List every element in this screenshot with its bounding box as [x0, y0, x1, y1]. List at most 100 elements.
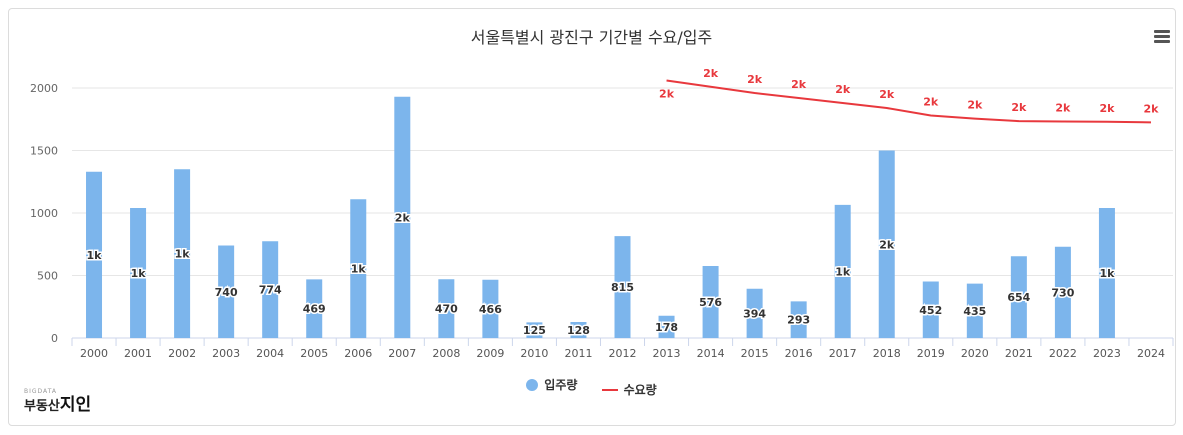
bar: [834, 204, 851, 338]
x-tick-label: 2007: [388, 347, 416, 360]
line-data-label: 2k: [1055, 102, 1071, 115]
bar: [174, 169, 191, 338]
bar-data-label: 470: [435, 303, 458, 316]
bar: [1010, 256, 1027, 338]
x-tick-label: 2010: [520, 347, 548, 360]
y-tick-label: 500: [37, 270, 58, 283]
bar: [526, 322, 543, 338]
bar-data-label: 1k: [175, 248, 191, 261]
x-tick-label: 2011: [564, 347, 592, 360]
bar: [438, 279, 455, 338]
bar: [218, 245, 235, 338]
y-tick-label: 0: [51, 332, 58, 345]
x-tick-label: 2024: [1137, 347, 1165, 360]
bar-data-label: 2k: [879, 238, 895, 251]
logo-prefix: 부동산: [24, 399, 60, 414]
line-data-label: 2k: [879, 88, 895, 101]
x-tick-label: 2004: [256, 347, 284, 360]
bar-data-label: 466: [479, 303, 502, 316]
x-tick-label: 2022: [1049, 347, 1077, 360]
bar-data-label: 576: [699, 296, 722, 309]
bar: [702, 266, 719, 338]
bar-data-label: 654: [1007, 291, 1030, 304]
x-tick-label: 2001: [124, 347, 152, 360]
legend-item-supply[interactable]: 입주량: [526, 376, 577, 393]
bar: [1054, 246, 1071, 338]
bar-data-label: 125: [523, 324, 546, 337]
y-tick-label: 2000: [30, 82, 58, 95]
bar-data-label: 452: [919, 304, 942, 317]
bar-data-label: 1k: [1099, 267, 1115, 280]
line-data-label: 2k: [1143, 102, 1159, 115]
bar-data-label: 774: [259, 284, 282, 297]
x-tick-label: 2006: [344, 347, 372, 360]
logo-small-text: BIGDATA: [24, 388, 57, 395]
bar: [306, 279, 323, 338]
legend-item-demand[interactable]: 수요량: [601, 381, 657, 398]
bar-data-label: 178: [655, 321, 678, 334]
bar: [130, 208, 147, 338]
line-data-label: 2k: [923, 96, 939, 109]
bar-data-label: 394: [743, 307, 766, 320]
bar: [394, 96, 411, 338]
chart-frame: [8, 8, 1176, 426]
y-tick-label: 1000: [30, 207, 58, 220]
bar-data-label: 730: [1051, 286, 1074, 299]
bar: [482, 279, 499, 338]
x-tick-label: 2017: [829, 347, 857, 360]
x-tick-label: 2008: [432, 347, 460, 360]
bar: [922, 281, 939, 338]
x-tick-label: 2018: [873, 347, 901, 360]
bar-data-label: 1k: [835, 265, 851, 278]
x-tick-label: 2016: [785, 347, 813, 360]
line-data-label: 2k: [1099, 102, 1115, 115]
x-tick-label: 2023: [1093, 347, 1121, 360]
bar-data-label: 740: [215, 286, 238, 299]
logo-accent: 지인: [59, 395, 92, 415]
bar-data-label: 293: [787, 314, 810, 327]
legend-supply-label: 입주량: [544, 378, 578, 392]
chart-title: 서울특별시 광진구 기간별 수요/입주: [470, 28, 713, 47]
line-data-label: 2k: [703, 67, 719, 80]
logo: BIGDATA 부동산지인: [24, 388, 91, 415]
bar-data-label: 469: [303, 303, 326, 316]
bar: [86, 171, 103, 338]
x-tick-label: 2012: [609, 347, 637, 360]
logo-main-text: 부동산지인: [24, 395, 91, 415]
bar-data-label: 435: [963, 305, 986, 318]
x-tick-label: 2009: [476, 347, 504, 360]
bar: [878, 150, 895, 338]
x-tick-label: 2013: [653, 347, 681, 360]
bar-data-label: 128: [567, 324, 590, 337]
bar: [350, 199, 367, 338]
x-tick-label: 2000: [80, 347, 108, 360]
bar: [614, 236, 631, 338]
bar: [658, 315, 675, 338]
bar-data-label: 2k: [395, 211, 411, 224]
bar-data-label: 815: [611, 281, 634, 294]
line-data-label: 2k: [791, 78, 807, 91]
demand-series-line: [666, 79, 1151, 124]
x-tick-label: 2019: [917, 347, 945, 360]
line-data-label: 2k: [659, 88, 675, 101]
x-tick-label: 2021: [1005, 347, 1033, 360]
bar: [746, 288, 763, 338]
bar: [790, 301, 807, 338]
y-tick-label: 1500: [30, 145, 58, 158]
line-data-label: 2k: [967, 99, 983, 112]
x-tick-label: 2005: [300, 347, 328, 360]
bar-data-label: 1k: [87, 249, 103, 262]
legend: 입주량 수요량: [0, 376, 1183, 398]
legend-supply-marker-icon: [526, 378, 539, 391]
hamburger-menu-icon[interactable]: [1154, 30, 1170, 44]
x-tick-label: 2003: [212, 347, 240, 360]
bar-data-label: 1k: [351, 263, 367, 276]
x-tick-label: 2015: [741, 347, 769, 360]
x-tick-label: 2020: [961, 347, 989, 360]
legend-demand-marker-icon: [601, 388, 618, 391]
bar: [262, 241, 279, 338]
bar: [570, 322, 587, 338]
x-tick-label: 2014: [697, 347, 725, 360]
legend-demand-label: 수요량: [623, 383, 657, 397]
